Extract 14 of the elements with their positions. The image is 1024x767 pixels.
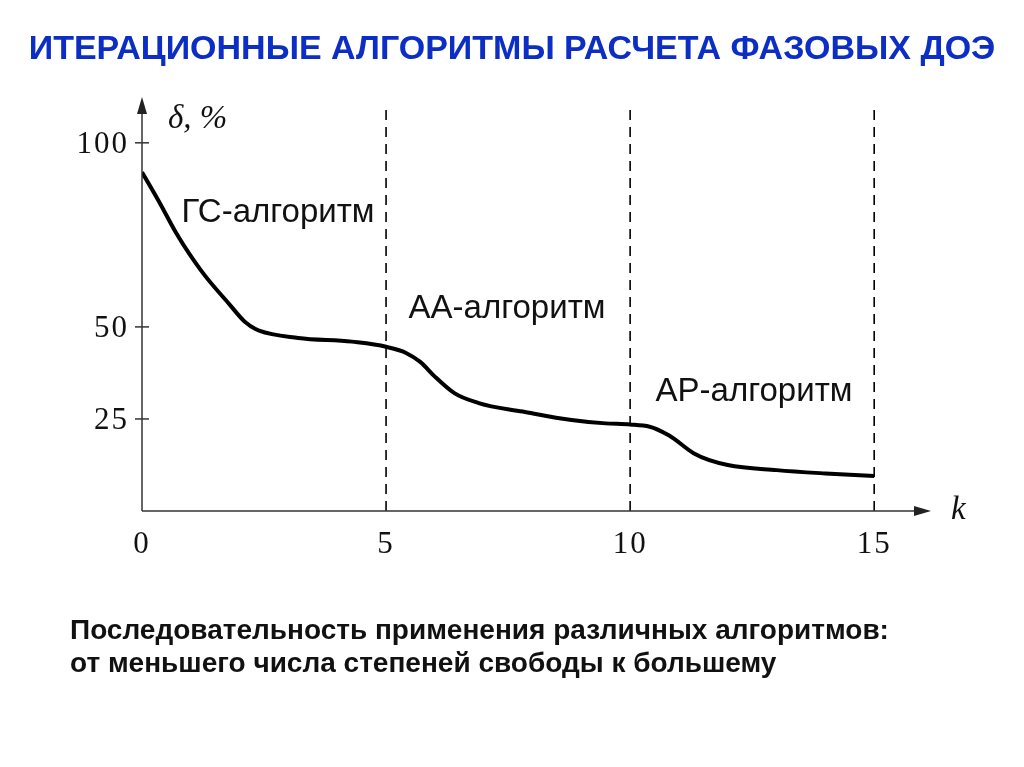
annotation: АА-алгоритм (408, 288, 606, 326)
y-tick-label: 25 (94, 400, 129, 436)
x-tick-label: 15 (856, 525, 892, 560)
x-tick-label: 5 (377, 525, 395, 560)
y-axis-title: δ, % (168, 98, 228, 136)
text: Последовательность применения различных алгоритмов: от меньшего числа степеней свободы к большему (70, 613, 890, 679)
y-tick-label: 100 (76, 124, 129, 160)
x-axis-title: k (951, 489, 966, 527)
x-tick-label: 10 (612, 525, 648, 560)
annotation: АР-алгоритм (655, 371, 853, 409)
y-tick-label: 50 (94, 308, 129, 344)
chart-title: ИТЕРАЦИОННЫЕ АЛГОРИТМЫ РАСЧЕТА ФАЗОВЫХ ДОЭ (27, 27, 997, 67)
annotation: ГС-алгоритм (181, 192, 375, 230)
x-tick-label: 0 (133, 525, 151, 560)
